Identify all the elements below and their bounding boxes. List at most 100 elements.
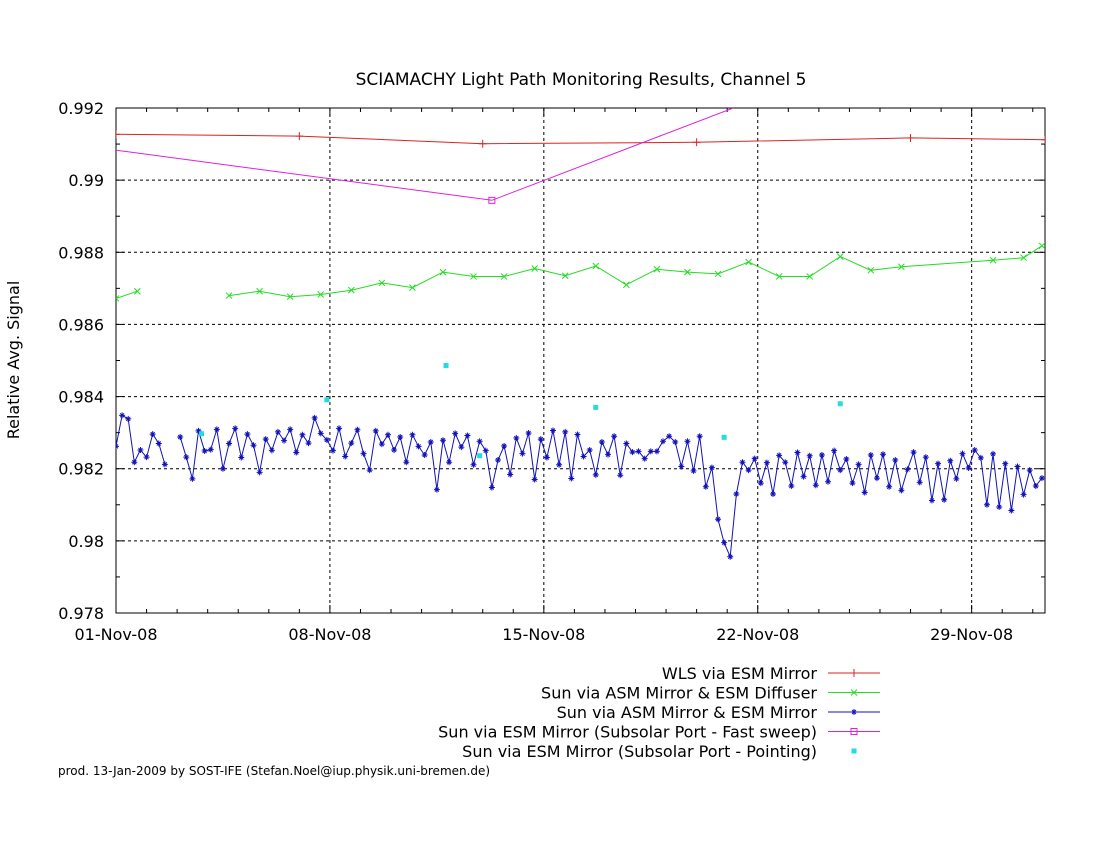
data-point — [256, 287, 263, 295]
data-point — [226, 440, 233, 447]
data-point — [880, 451, 887, 458]
data-point — [256, 469, 263, 476]
data-point — [287, 426, 294, 433]
data-point — [433, 486, 440, 493]
data-point — [439, 268, 447, 276]
data-point — [415, 443, 422, 450]
data-point — [519, 450, 526, 457]
y-tick-label: 0.982 — [58, 460, 104, 479]
data-point — [1038, 242, 1045, 250]
series-line — [116, 133, 1045, 145]
data-point — [421, 452, 428, 459]
data-point — [427, 439, 434, 446]
data-point — [855, 461, 862, 468]
data-point — [757, 480, 764, 487]
data-point — [238, 454, 245, 461]
data-point — [812, 482, 819, 489]
data-point — [556, 461, 563, 468]
y-tick-label: 0.988 — [58, 243, 104, 262]
data-point — [149, 431, 156, 438]
grid — [116, 108, 1045, 613]
data-point — [295, 132, 304, 141]
data-point — [739, 459, 746, 466]
data-point — [500, 273, 508, 280]
data-point — [531, 476, 538, 483]
x-tick-label: 08-Nov-08 — [288, 625, 371, 644]
data-point — [366, 467, 373, 474]
data-point — [873, 475, 880, 482]
data-point — [1002, 460, 1009, 467]
data-point — [928, 497, 935, 504]
data-point — [219, 465, 226, 472]
data-point — [244, 431, 251, 438]
data-point — [329, 447, 336, 454]
data-point — [788, 483, 795, 490]
data-point — [183, 454, 190, 461]
data-point — [476, 438, 483, 445]
data-point — [653, 265, 661, 273]
data-point — [482, 447, 489, 454]
data-point — [806, 452, 813, 459]
legend-label: Sun via ASM Mirror & ESM Mirror — [557, 703, 818, 722]
data-point — [593, 404, 599, 410]
legend-label: Sun via ESM Mirror (Subsolar Port - Poin… — [462, 742, 817, 761]
data-point — [446, 459, 453, 466]
data-point — [906, 133, 915, 142]
data-point — [818, 452, 825, 459]
data-point — [989, 256, 997, 264]
data-point — [281, 437, 288, 444]
data-point — [347, 286, 355, 294]
data-point — [708, 464, 715, 471]
data-point — [116, 443, 119, 450]
data-point — [775, 273, 783, 280]
data-point — [850, 689, 858, 696]
data-point — [439, 437, 446, 444]
data-point — [672, 439, 679, 446]
data-point — [262, 436, 269, 443]
data-point — [898, 487, 905, 494]
x-tick-label: 15-Nov-08 — [502, 625, 585, 644]
data-point — [531, 265, 539, 272]
y-tick-label: 0.978 — [58, 604, 104, 623]
data-point — [1014, 463, 1021, 470]
x-tick-label: 22-Nov-08 — [716, 625, 799, 644]
data-point — [745, 467, 752, 474]
data-point — [195, 427, 202, 434]
legend-label: Sun via ASM Mirror & ESM Diffuser — [541, 684, 817, 703]
data-point — [1026, 467, 1033, 474]
data-point — [1008, 507, 1015, 514]
data-point — [916, 479, 923, 486]
data-point — [660, 438, 667, 445]
data-point — [598, 439, 605, 446]
data-point — [776, 452, 783, 459]
x-tick-label: 01-Nov-08 — [74, 625, 157, 644]
data-point — [714, 270, 722, 278]
y-axis-label: Relative Avg. Signal — [4, 281, 23, 440]
data-point — [715, 516, 722, 523]
data-point — [574, 431, 581, 438]
data-point — [543, 454, 550, 461]
data-point — [647, 448, 654, 455]
data-point — [443, 363, 449, 369]
legend-label: Sun via ESM Mirror (Subsolar Port - Fast… — [438, 723, 817, 742]
data-point — [397, 433, 404, 440]
data-point — [922, 454, 929, 461]
data-point — [953, 475, 960, 482]
data-point — [763, 459, 770, 466]
data-point — [561, 272, 569, 280]
data-point — [849, 480, 856, 487]
data-point — [213, 426, 220, 433]
data-point — [977, 454, 984, 461]
data-point — [851, 709, 857, 715]
data-point — [336, 425, 343, 432]
data-point — [941, 496, 948, 503]
data-point — [910, 449, 917, 456]
y-tick-label: 0.986 — [58, 315, 104, 334]
data-point — [996, 503, 1003, 510]
data-point — [513, 435, 520, 442]
data-point — [494, 457, 501, 464]
data-point — [666, 433, 673, 440]
chart-title: SCIAMACHY Light Path Monitoring Results,… — [356, 70, 807, 90]
data-point — [348, 440, 355, 447]
